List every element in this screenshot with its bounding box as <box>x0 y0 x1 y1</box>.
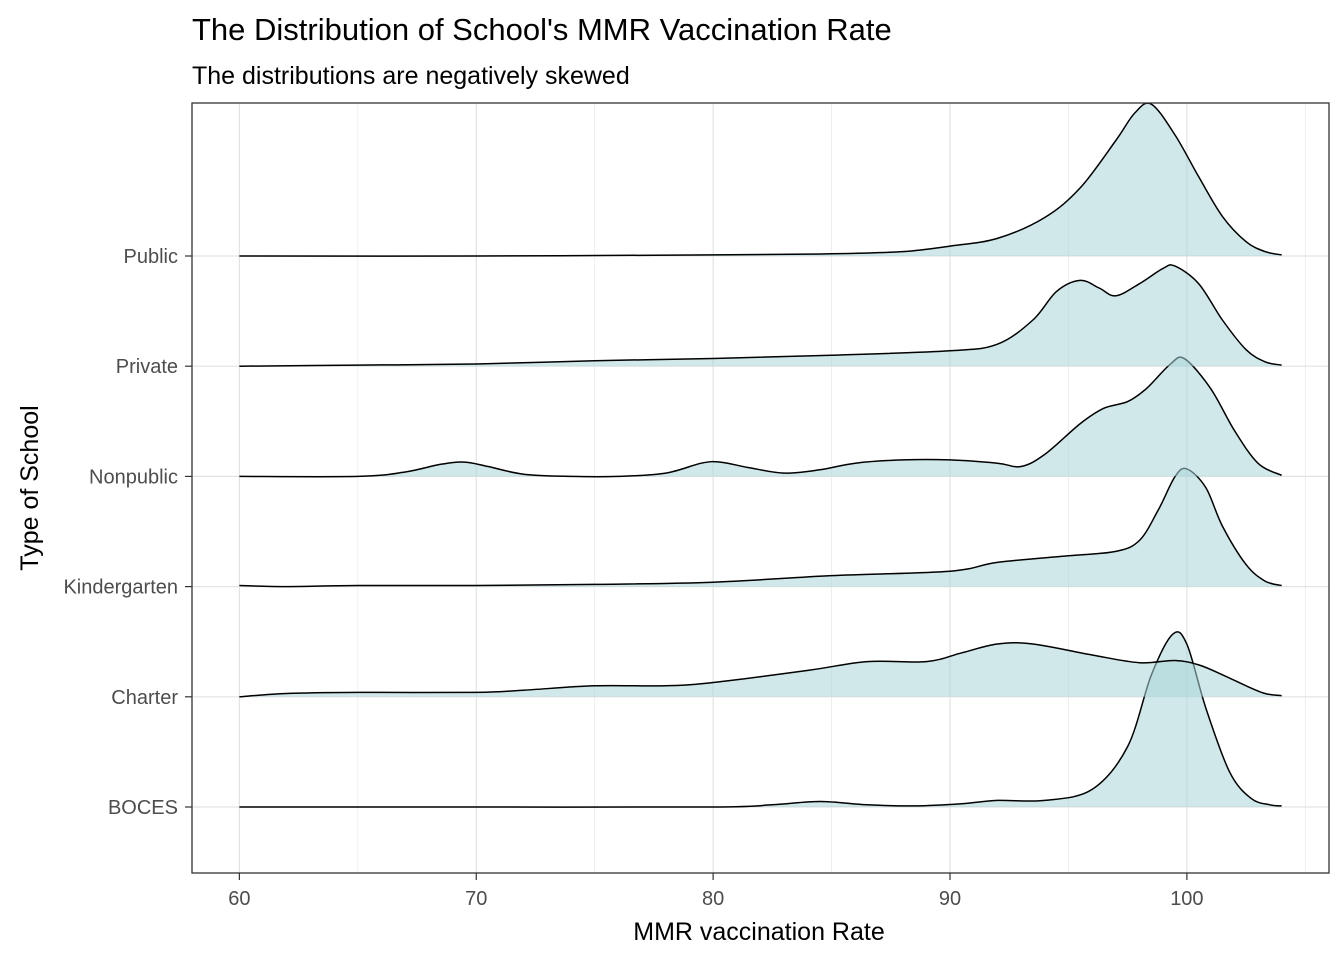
y-tick-label: Private <box>116 356 178 378</box>
y-tick-label: Kindergarten <box>63 577 178 599</box>
ridge-line-public <box>239 102 1282 257</box>
y-axis: BOCES Charter Kindergarten Nonpublic Private… <box>63 246 192 819</box>
x-axis: 60 70 80 90 100 <box>228 873 1204 910</box>
x-axis-title: MMR vaccination Rate <box>633 918 884 946</box>
x-tick-label: 90 <box>939 888 961 910</box>
ridge-fill-public <box>239 103 1282 257</box>
y-tick-label: Public <box>124 246 178 268</box>
x-tick-label: 80 <box>702 888 724 910</box>
x-tick-label: 60 <box>228 888 250 910</box>
ridge-fill-nonpublic <box>239 357 1282 477</box>
x-tick-label: 70 <box>465 888 487 910</box>
ridge-line-boces <box>239 631 1282 808</box>
y-tick-label: Nonpublic <box>89 466 178 488</box>
ridge-fill-kindergarten <box>239 468 1282 587</box>
ridge-line-charter <box>239 642 1282 698</box>
plot-border <box>191 102 1330 874</box>
y-tick-label: BOCES <box>108 797 178 819</box>
density-ridges <box>239 102 1282 808</box>
y-axis-title: Type of School <box>16 405 44 570</box>
chart-title: The Distribution of School's MMR Vaccina… <box>192 12 892 47</box>
ridge-fill-private <box>239 264 1282 367</box>
chart-subtitle: The distributions are negatively skewed <box>192 62 630 90</box>
ridge-line-kindergarten <box>239 467 1282 588</box>
ridge-fill-boces <box>239 631 1282 808</box>
ridge-line-private <box>239 264 1282 367</box>
ridge-fill-charter <box>239 642 1282 697</box>
x-tick-label: 100 <box>1170 888 1203 910</box>
y-tick-label: Charter <box>111 687 178 709</box>
